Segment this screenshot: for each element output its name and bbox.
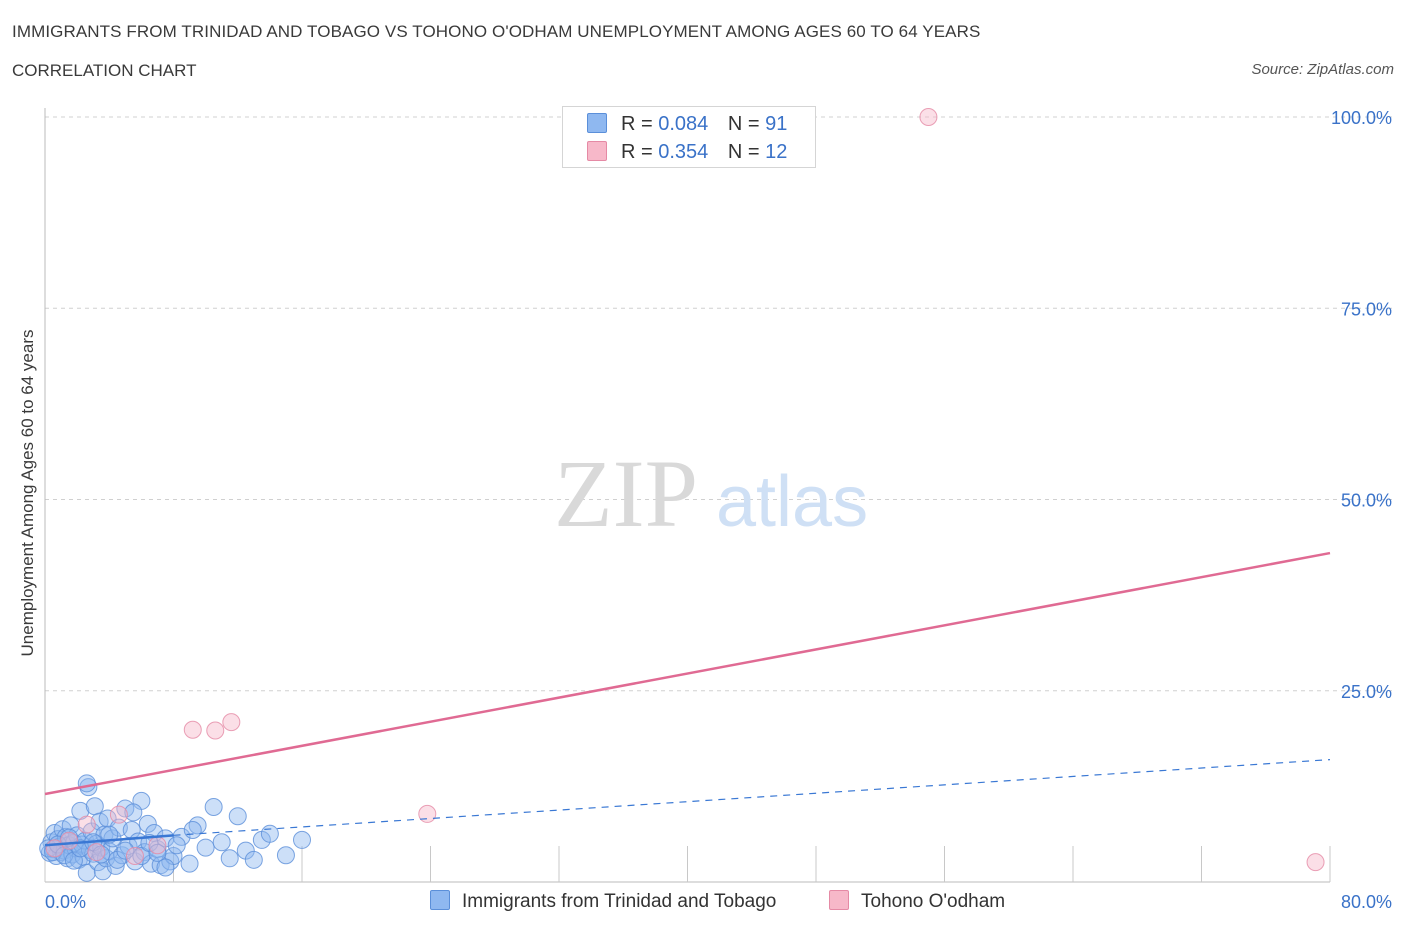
data-point-immigrants [180,854,199,873]
legend-n-value: 91 [765,113,788,135]
legend-row-tohono: R = 0.354 N = 12 [587,141,787,165]
chart-subtitle: CORRELATION CHART [12,61,197,80]
data-point-tohono [60,831,79,850]
bottom-legend-tohono: Tohono O'odham [829,890,1005,914]
data-point-tohono [418,804,437,823]
bottom-legend-label: Tohono O'odham [861,891,1006,912]
data-point-tohono [109,805,128,824]
chart-title: IMMIGRANTS FROM TRINIDAD AND TOBAGO VS T… [12,22,981,41]
legend-swatch-immigrants [587,113,607,133]
data-point-immigrants [183,820,202,839]
legend-n-value: 12 [765,141,788,163]
data-point-immigrants [293,830,311,849]
data-point-immigrants [196,838,215,857]
legend-swatch-tohono [587,141,607,161]
x-tick-label: 0.0% [45,892,86,912]
data-point-immigrants [85,797,104,816]
legend-r-value: 0.354 [658,141,709,163]
legend-r-label: R = [621,113,653,135]
data-point-immigrants [106,856,125,875]
y-tick-label: 100.0% [1331,108,1392,128]
watermark-zip: ZIP [554,440,698,547]
data-point-immigrants [55,846,74,865]
data-point-immigrants [244,850,263,869]
y-tick-label: 25.0% [1341,682,1392,702]
data-point-immigrants [77,774,96,793]
legend-row-immigrants: R = 0.084 N = 91 [587,113,787,137]
y-tick-label: 75.0% [1341,299,1392,319]
data-point-tohono [87,843,106,862]
data-point-tohono [125,846,144,865]
legend-r-label: R = [621,141,653,163]
data-point-immigrants [167,836,186,855]
trend-layer [44,551,1331,847]
x-tick-label: 80.0% [1341,892,1392,912]
data-point-immigrants [161,852,180,871]
bottom-legend-label: Immigrants from Trinidad and Tobago [462,891,777,912]
data-point-immigrants [276,846,295,865]
bottom-legend-immigrants: Immigrants from Trinidad and Tobago [430,890,776,914]
bottom-legend-swatch-tohono [829,890,849,910]
data-point-tohono [183,720,202,739]
y-tick-label: 50.0% [1341,491,1392,511]
data-point-tohono [206,721,225,740]
data-point-immigrants [138,814,157,833]
data-point-immigrants [220,849,239,868]
data-point-immigrants [260,824,279,843]
data-point-tohono [919,108,938,126]
data-point-tohono [77,815,96,834]
data-point-immigrants [77,863,96,882]
data-point-immigrants [148,843,167,862]
trend-line-tohono [44,551,1331,796]
data-point-tohono [148,836,167,855]
trend-line-immigrants-dashed [173,759,1331,836]
correlation-legend: R = 0.084 N = 91 R = 0.354 N = 12 [562,106,816,168]
watermark-atlas: atlas [716,462,868,542]
axes-layer [44,108,1331,883]
bottom-legend-swatch-immigrants [430,890,450,910]
data-point-immigrants [204,798,223,817]
data-point-immigrants [116,841,135,860]
data-point-immigrants [228,807,247,826]
legend-n-label: N = [727,113,760,135]
data-point-immigrants [92,845,111,864]
data-point-immigrants [172,827,191,846]
trend-line-immigrants [44,834,174,847]
data-point-tohono [1306,853,1325,872]
grid-layer [45,116,1392,692]
data-point-immigrants [124,803,143,822]
points-layer [39,108,1325,882]
source-label: Source: ZipAtlas.com [1251,61,1394,78]
data-point-immigrants [156,858,175,877]
y-axis-label: Unemployment Among Ages 60 to 64 years [18,329,37,657]
data-point-tohono [222,713,241,732]
data-point-immigrants [212,833,231,852]
legend-n-label: N = [727,141,760,163]
legend-r-value: 0.084 [658,113,709,135]
tick-labels: 25.0% 50.0% 75.0% 100.0% 0.0% 80.0% [45,108,1392,912]
